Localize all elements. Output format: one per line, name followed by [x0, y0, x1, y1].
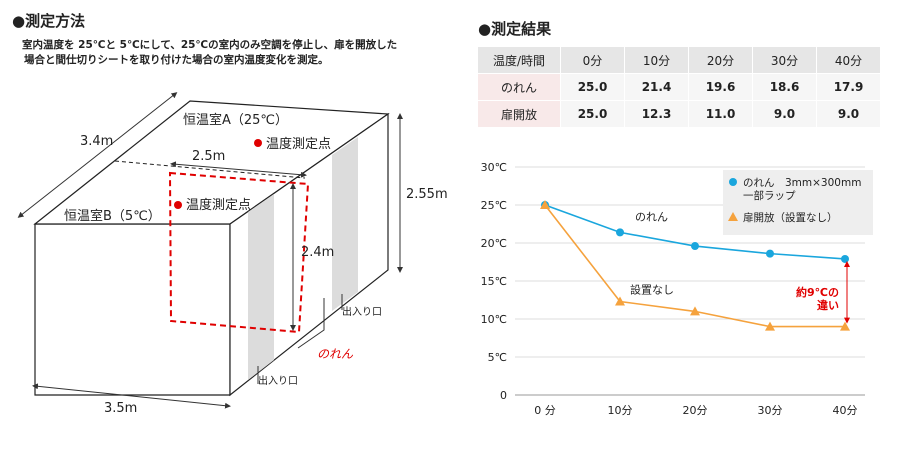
- legend-label: のれん 3mm×300mm: [743, 177, 861, 189]
- legend-marker: [729, 178, 737, 186]
- x-tick-label: 40分: [833, 404, 858, 417]
- y-tick-label: 15℃: [481, 275, 507, 288]
- data-point: [765, 321, 775, 331]
- entrance-label-bottom: 出入り口: [258, 374, 298, 387]
- results-table: 温度/時間 0分 10分 20分 30分 40分 のれん 25.0 21.4 1…: [477, 46, 881, 128]
- table-cell: 18.6: [752, 73, 817, 101]
- legend-label: 扉開放（設置なし）: [743, 211, 838, 224]
- table-cell: 9.0: [752, 100, 817, 128]
- chart-series: [540, 200, 850, 331]
- x-tick-label: 30分: [758, 404, 783, 417]
- dim-noren-width-line: [170, 161, 307, 178]
- method-description-line1: 室内温度を 25℃と 5℃にして、25℃の室内のみ空調を停止し、扉を開放した: [22, 39, 398, 51]
- sensor-dot-b: [174, 201, 182, 209]
- dim-noren-height-label: 2.4m: [301, 245, 334, 260]
- table-header-cell: 0分: [560, 46, 625, 74]
- table-header-cell: 30分: [752, 46, 817, 74]
- legend-box: [723, 170, 873, 235]
- data-point: [840, 321, 850, 331]
- data-point: [616, 228, 624, 237]
- table-row: 扉開放 25.0 12.3 11.0 9.0 9.0: [477, 100, 881, 128]
- data-point: [766, 249, 774, 258]
- y-tick-label: 5℃: [488, 351, 507, 364]
- noren-label: のれん: [317, 347, 354, 361]
- noren-pointer: [297, 298, 325, 349]
- data-point: [690, 306, 700, 316]
- table-cell: 25.0: [560, 100, 625, 128]
- entrance-label-top: 出入り口: [342, 305, 382, 318]
- sensor-label-a: 温度測定点: [266, 136, 331, 152]
- x-tick-label: 0 分: [534, 404, 556, 417]
- data-point: [841, 254, 849, 263]
- legend-label: 一部ラップ: [743, 189, 796, 202]
- annotation-noren: のれん: [635, 210, 668, 223]
- dim-depth-label: 3.4m: [80, 134, 113, 149]
- y-tick-label: 20℃: [481, 237, 507, 250]
- dim-noren-width-label: 2.5m: [192, 149, 225, 164]
- table-cell: 12.3: [624, 100, 689, 128]
- sensor-dot-a: [254, 139, 262, 147]
- y-tick-label: 0: [500, 389, 507, 402]
- y-tick-label: 10℃: [481, 313, 507, 326]
- x-tick-label: 20分: [683, 404, 708, 417]
- table-header-cell: 10分: [624, 46, 689, 74]
- table-cell: 25.0: [560, 73, 625, 101]
- entrance-shade-top: [332, 137, 358, 311]
- sensor-label-b: 温度測定点: [186, 197, 251, 213]
- data-point: [691, 242, 699, 251]
- table-header-cell: 40分: [816, 46, 881, 74]
- method-description-line2: 場合と間仕切りシートを取り付けた場合の室内温度変化を測定。: [24, 54, 329, 66]
- entrance-shade-bottom: [248, 194, 274, 380]
- table-row: のれん 25.0 21.4 19.6 18.6 17.9: [477, 73, 881, 101]
- table-row-label: 扉開放: [477, 100, 561, 128]
- dim-width-label: 3.5m: [104, 401, 137, 416]
- room-diagram: 恒温室A（25℃） 温度測定点 恒温室B（5℃） 温度測定点 3.4m 3.5m…: [17, 92, 448, 416]
- table-row-label: のれん: [477, 73, 561, 101]
- table-header-cell: 温度/時間: [477, 46, 561, 74]
- dim-height-label: 2.55m: [406, 187, 448, 202]
- method-title: ●測定方法: [12, 12, 86, 30]
- dim-width-line: [32, 383, 231, 409]
- room-a-label: 恒温室A（25℃）: [183, 112, 288, 128]
- y-tick-label: 25℃: [481, 199, 507, 212]
- x-tick-label: 10分: [608, 404, 633, 417]
- table-cell: 11.0: [688, 100, 753, 128]
- table-header-cell: 20分: [688, 46, 753, 74]
- dim-depth-line: [17, 92, 178, 218]
- table-header-row: 温度/時間 0分 10分 20分 30分 40分: [477, 46, 881, 74]
- annotation-no-install: 設置なし: [630, 283, 674, 297]
- table-cell: 17.9: [816, 73, 881, 101]
- table-cell: 19.6: [688, 73, 753, 101]
- legend-marker: [728, 212, 738, 221]
- room-b-label: 恒温室B（5℃）: [64, 208, 161, 224]
- chart-axes: 0 5℃ 10℃ 15℃ 20℃ 25℃ 30℃ 0 分 10分 20分 30分 40分: [481, 161, 858, 417]
- noren-outline: [168, 171, 310, 334]
- temperature-line-chart: 0 5℃ 10℃ 15℃ 20℃ 25℃ 30℃ 0 分 10分 20分 30分 40分 のれん 3m…: [481, 161, 873, 417]
- table-cell: 21.4: [624, 73, 689, 101]
- data-point: [540, 200, 550, 209]
- annotation-difference: 約9℃の: [796, 285, 839, 299]
- annotation-difference: 違い: [817, 298, 839, 312]
- data-point: [615, 296, 625, 306]
- y-tick-label: 30℃: [481, 161, 507, 174]
- table-cell: 9.0: [816, 100, 881, 128]
- results-title: ●測定結果: [478, 20, 552, 38]
